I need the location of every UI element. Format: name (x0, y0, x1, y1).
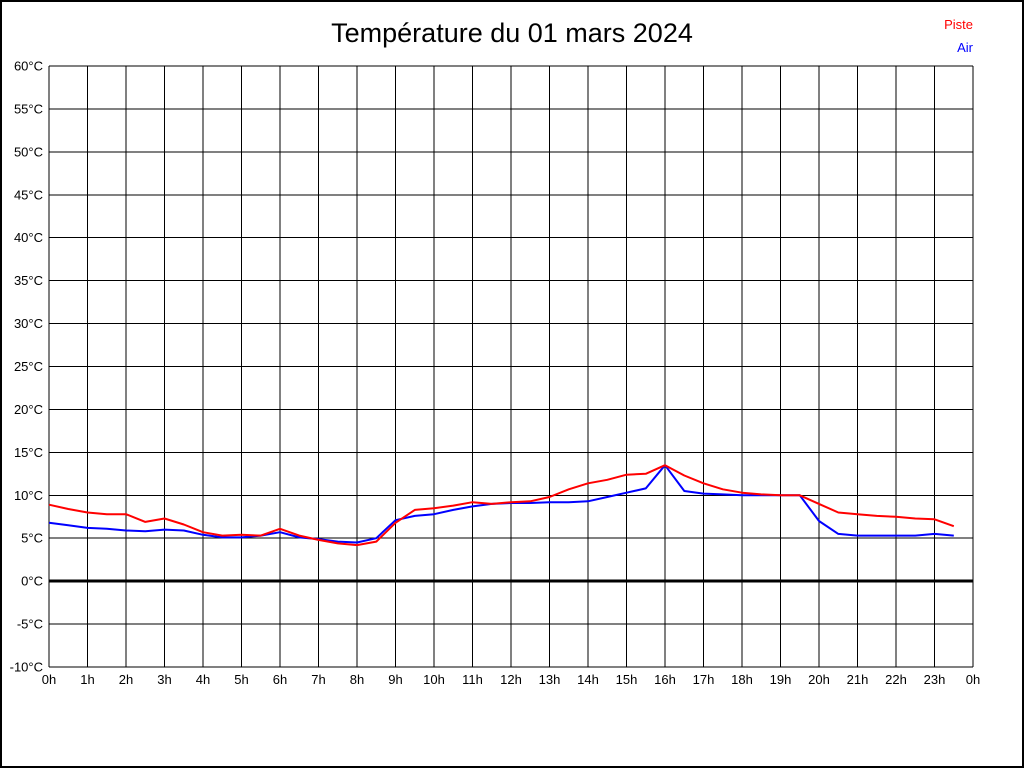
x-tick-label: 13h (539, 672, 561, 687)
x-tick-label: 10h (423, 672, 445, 687)
y-tick-label: 35°C (14, 273, 43, 288)
x-tick-label: 22h (885, 672, 907, 687)
x-tick-label: 15h (616, 672, 638, 687)
x-tick-label: 20h (808, 672, 830, 687)
legend: Piste Air (944, 13, 973, 59)
x-tick-label: 19h (770, 672, 792, 687)
legend-item-piste: Piste (944, 17, 973, 32)
y-tick-label: 10°C (14, 488, 43, 503)
y-tick-label: -5°C (17, 617, 43, 632)
x-tick-label: 1h (80, 672, 94, 687)
x-tick-label: 12h (500, 672, 522, 687)
x-tick-label: 11h (462, 672, 483, 687)
legend-item-air: Air (957, 40, 973, 55)
y-tick-label: 5°C (21, 531, 43, 546)
x-tick-label: 9h (388, 672, 402, 687)
x-tick-label: 16h (654, 672, 676, 687)
y-tick-label: 25°C (14, 359, 43, 374)
x-tick-label: 21h (847, 672, 869, 687)
y-tick-label: 0°C (21, 574, 43, 589)
x-tick-label: 2h (119, 672, 133, 687)
x-tick-label: 17h (693, 672, 715, 687)
y-tick-label: 55°C (14, 101, 43, 116)
x-tick-label: 3h (157, 672, 171, 687)
x-tick-label: 5h (234, 672, 248, 687)
y-tick-label: 40°C (14, 230, 43, 245)
y-tick-label: -10°C (10, 660, 43, 675)
x-tick-label: 0h (966, 672, 980, 687)
y-tick-label: 15°C (14, 445, 43, 460)
y-tick-label: 30°C (14, 316, 43, 331)
x-tick-label: 6h (273, 672, 287, 687)
x-tick-label: 14h (577, 672, 599, 687)
x-tick-label: 18h (731, 672, 753, 687)
y-tick-label: 20°C (14, 402, 43, 417)
x-tick-label: 8h (350, 672, 364, 687)
y-tick-label: 60°C (14, 59, 43, 74)
x-tick-label: 4h (196, 672, 210, 687)
piste-temperature-line (48, 464, 955, 547)
y-tick-label: 45°C (14, 187, 43, 202)
y-tick-label: 50°C (14, 144, 43, 159)
x-tick-label: 7h (311, 672, 325, 687)
x-tick-label: 23h (924, 672, 946, 687)
x-tick-label: 0h (42, 672, 56, 687)
chart-title: Température du 01 mars 2024 (331, 18, 693, 48)
